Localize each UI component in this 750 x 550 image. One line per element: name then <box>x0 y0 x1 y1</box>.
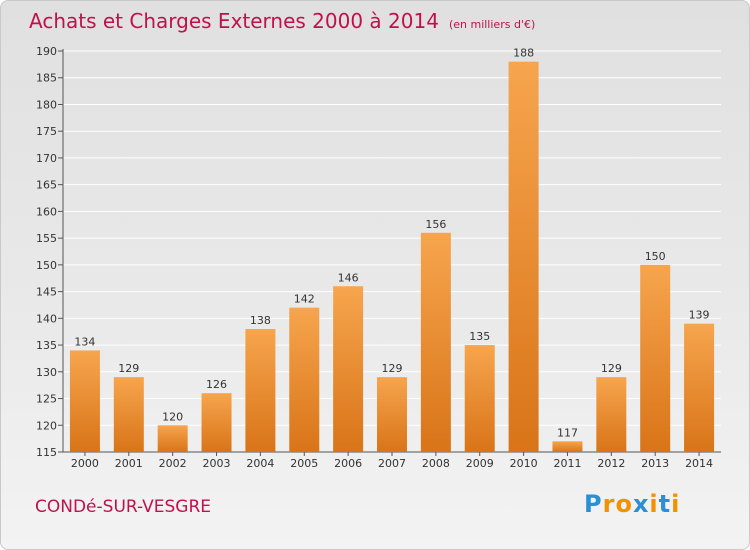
x-tick-label: 2006 <box>334 457 362 470</box>
data-label: 120 <box>162 410 183 423</box>
x-tick-label: 2007 <box>378 457 406 470</box>
title-row: Achats et Charges Externes 2000 à 2014 (e… <box>29 9 535 33</box>
y-tick-label: 160 <box>36 205 57 218</box>
y-tick-label: 170 <box>36 152 57 165</box>
bar <box>684 323 715 452</box>
x-tick-label: 2000 <box>71 457 99 470</box>
bar <box>508 61 539 453</box>
bar <box>464 345 495 452</box>
x-tick-label: 2009 <box>466 457 494 470</box>
logo-letter: P <box>584 490 603 518</box>
data-label: 156 <box>425 218 446 231</box>
x-tick-label: 2003 <box>203 457 231 470</box>
bar <box>596 377 627 452</box>
bar <box>201 393 232 452</box>
x-tick-label: 2014 <box>685 457 713 470</box>
x-tick-label: 2010 <box>510 457 538 470</box>
x-tick-label: 2011 <box>553 457 581 470</box>
y-tick-label: 185 <box>36 72 57 85</box>
bar <box>157 425 188 452</box>
data-label: 139 <box>689 309 710 322</box>
x-tick-label: 2001 <box>115 457 143 470</box>
y-tick-label: 165 <box>36 179 57 192</box>
y-tick-label: 125 <box>36 393 57 406</box>
logo-letter: r <box>602 490 616 518</box>
y-tick-label: 150 <box>36 259 57 272</box>
data-label: 117 <box>557 426 578 439</box>
y-tick-label: 135 <box>36 339 57 352</box>
data-label: 126 <box>206 378 227 391</box>
data-label: 135 <box>469 330 490 343</box>
bar <box>333 286 364 452</box>
bar <box>245 329 276 452</box>
bar <box>377 377 407 452</box>
data-label: 134 <box>74 335 95 348</box>
data-label: 146 <box>338 271 359 284</box>
bar <box>113 377 144 452</box>
y-tick-label: 175 <box>36 125 57 138</box>
town-name: CONDé-SUR-VESGRE <box>35 497 212 517</box>
bar <box>640 264 671 452</box>
logo-letter: t <box>658 490 672 518</box>
y-tick-label: 155 <box>36 232 57 245</box>
data-label: 150 <box>645 250 666 263</box>
bar <box>69 350 100 452</box>
y-tick-label: 140 <box>36 312 57 325</box>
x-tick-label: 2004 <box>246 457 274 470</box>
chart-title: Achats et Charges Externes 2000 à 2014 <box>29 9 439 33</box>
bar <box>552 441 583 452</box>
chart-unit: (en milliers d'€) <box>448 18 536 31</box>
data-label: 129 <box>601 362 622 375</box>
bar <box>289 307 320 452</box>
x-tick-label: 2002 <box>159 457 187 470</box>
y-tick-label: 120 <box>36 419 57 432</box>
proxiti-logo: Proxiti <box>584 490 680 518</box>
x-tick-label: 2012 <box>597 457 625 470</box>
y-tick-label: 130 <box>36 366 57 379</box>
logo-letter: i <box>649 490 659 518</box>
x-tick-label: 2005 <box>290 457 318 470</box>
y-tick-label: 180 <box>36 98 57 111</box>
data-label: 142 <box>294 293 315 306</box>
logo-letter: o <box>615 490 633 518</box>
bar <box>420 232 451 452</box>
x-tick-label: 2008 <box>422 457 450 470</box>
data-label: 129 <box>118 362 139 375</box>
y-tick-label: 115 <box>36 446 57 459</box>
y-tick-label: 190 <box>36 45 57 58</box>
data-label: 188 <box>513 47 534 60</box>
y-tick-label: 145 <box>36 286 57 299</box>
logo-letter: x <box>632 490 650 518</box>
data-label: 138 <box>250 314 271 327</box>
logo-letter: i <box>671 490 681 518</box>
data-label: 129 <box>382 362 403 375</box>
x-tick-label: 2013 <box>641 457 669 470</box>
